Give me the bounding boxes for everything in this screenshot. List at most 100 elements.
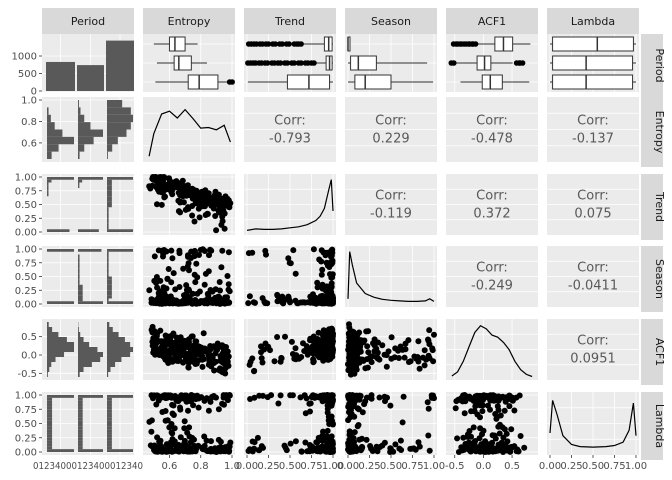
- xtick-label-trend: 0.75: [300, 461, 322, 472]
- strip-row-label-trend: Trend: [653, 191, 666, 222]
- panel-entropy-acf1-grid: [446, 112, 538, 147]
- strip-row-period: [641, 34, 663, 97]
- corr-value-trend-acf1: 0.372: [473, 207, 510, 222]
- density-season: [347, 251, 435, 302]
- xtick-label-season: 0.75: [401, 461, 423, 472]
- panel-season-lambda-grid: [547, 260, 639, 293]
- ytick-label-trend: 0.25: [15, 214, 37, 225]
- ytick-label-season: 0.75: [15, 258, 37, 269]
- boxplot-acf1-12: [460, 74, 530, 90]
- period-hist-entropy: [47, 100, 133, 159]
- ytick-label-season: 0.25: [15, 286, 37, 297]
- xtick-label-trend: 0.25: [257, 461, 279, 472]
- boxplot-trend-12: [247, 74, 333, 90]
- strip-label-period: Period: [71, 15, 105, 28]
- corr-label-entropy-lambda: Corr:: [577, 114, 609, 129]
- scatter-acf1-entropy: [148, 323, 232, 377]
- density-trend: [246, 179, 334, 231]
- corr-value-season-acf1: -0.249: [471, 279, 513, 294]
- xtick-label-lambda: 0.75: [603, 461, 625, 472]
- ytick-label-season: 1.00: [15, 245, 37, 256]
- strip-row-label-acf1: ACF1: [653, 338, 666, 366]
- ytick-label-entropy: 1.0: [21, 96, 37, 107]
- xtick-label-entropy: 0.6: [162, 461, 178, 472]
- corr-value-trend-lambda: 0.075: [574, 207, 611, 222]
- corr-label-acf1-lambda: Corr:: [577, 334, 609, 349]
- ytick-label-lambda: 1.00: [15, 391, 37, 402]
- period-hist-season: [47, 249, 133, 304]
- panel-lambda-lambda-grid: [547, 392, 639, 455]
- ytick-label-acf1: 0.0: [21, 351, 37, 362]
- ytick-label-entropy: 0.6: [21, 138, 37, 149]
- strip-row-trend: [641, 174, 663, 240]
- strip-row-label-entropy: Entropy: [653, 111, 666, 154]
- scatter-season-entropy: [146, 246, 233, 307]
- strip-col-acf1: [446, 8, 538, 34]
- panel-trend-acf1-grid: [446, 188, 538, 221]
- corr-value-entropy-acf1: -0.478: [471, 132, 513, 147]
- strip-row-label-lambda: Lambda: [653, 404, 666, 448]
- boxplot-entropy-12: [155, 74, 235, 90]
- strip-col-season: [345, 8, 437, 34]
- ytick-label-trend: 0.00: [15, 228, 37, 239]
- boxplot-season-12: [348, 74, 434, 90]
- corr-value-entropy-lambda: -0.137: [572, 132, 614, 147]
- ytick-label-season: 0.50: [15, 272, 37, 283]
- scatter-trend-entropy: [146, 174, 234, 234]
- boxplot-entropy-1: [153, 36, 198, 52]
- panel-season-acf1-grid: [446, 260, 538, 293]
- ytick-label-lambda: 0.00: [15, 448, 37, 459]
- panel-entropy-trend-grid: [244, 112, 336, 147]
- corr-value-entropy-trend: -0.793: [269, 132, 311, 147]
- strip-row-lambda: [641, 392, 663, 460]
- period-bar-4: [77, 65, 104, 91]
- density-lambda: [549, 400, 637, 448]
- period-hist-lambda: [47, 395, 133, 452]
- panel-trend-season-grid: [345, 188, 437, 221]
- boxplot-season-4: [348, 55, 428, 71]
- corr-label-season-acf1: Corr:: [476, 261, 508, 276]
- boxplot-lambda-12: [550, 74, 636, 90]
- strip-row-acf1: [641, 319, 663, 385]
- xtick-label-trend: 1.00: [322, 461, 344, 472]
- strip-row-entropy: [641, 97, 663, 167]
- corr-value-trend-season: -0.119: [370, 207, 412, 222]
- ytick-label-trend: 0.75: [15, 186, 37, 197]
- panel-entropy-lambda-grid: [547, 112, 639, 147]
- corr-label-entropy-trend: Corr:: [274, 114, 306, 129]
- ytick-label-period: 1000: [12, 52, 37, 63]
- ytick-label-lambda: 0.75: [15, 405, 37, 416]
- xtick-label-period: 01234000123400012340: [33, 461, 143, 472]
- corr-label-entropy-acf1: Corr:: [476, 114, 508, 129]
- xtick-label-trend: 0.00: [236, 461, 258, 472]
- boxplot-lambda-1: [550, 36, 636, 52]
- ytick-label-period: 500: [18, 69, 37, 80]
- period-bar-1: [46, 61, 75, 91]
- corr-value-acf1-lambda: 0.0951: [570, 352, 616, 367]
- boxplot-acf1-4: [448, 55, 526, 71]
- period-hist-trend: [47, 177, 133, 232]
- boxplot-trend-1: [245, 36, 333, 52]
- ytick-label-acf1: 0.5: [21, 332, 37, 343]
- ytick-label-lambda: 0.25: [15, 433, 37, 444]
- scatter-season-trend: [245, 246, 336, 307]
- period-hist-acf1: [47, 322, 133, 377]
- corr-value-entropy-season: 0.229: [372, 132, 409, 147]
- strip-label-trend: Trend: [274, 15, 305, 28]
- density-acf1: [451, 324, 533, 378]
- boxplot-acf1-1: [450, 36, 531, 52]
- strip-col-trend: [244, 8, 336, 34]
- panel-entropy-entropy-grid: [143, 97, 235, 162]
- corr-label-trend-lambda: Corr:: [577, 189, 609, 204]
- strip-label-entropy: Entropy: [168, 15, 211, 28]
- xtick-label-acf1: 0.0: [475, 461, 491, 472]
- boxplot-entropy-4: [156, 55, 207, 71]
- xtick-label-entropy: 0.8: [193, 461, 209, 472]
- scatter-acf1-season: [345, 321, 437, 378]
- xtick-label-lambda: 1.00: [625, 461, 647, 472]
- strip-label-lambda: Lambda: [571, 15, 615, 28]
- xtick-label-acf1: 0.5: [504, 461, 520, 472]
- corr-label-trend-season: Corr:: [375, 189, 407, 204]
- density-entropy: [148, 108, 231, 157]
